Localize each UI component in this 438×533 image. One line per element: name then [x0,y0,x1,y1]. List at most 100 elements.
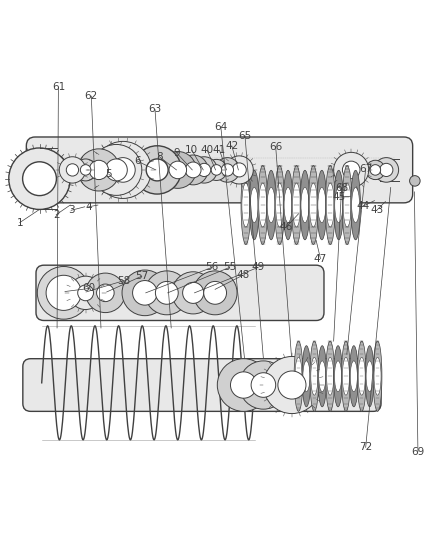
Circle shape [239,361,287,409]
Ellipse shape [342,166,351,245]
Circle shape [110,158,135,182]
Circle shape [193,271,237,315]
Ellipse shape [310,357,317,395]
Text: 43: 43 [369,205,382,215]
Ellipse shape [351,188,359,223]
Circle shape [277,371,305,399]
Ellipse shape [309,341,318,411]
Ellipse shape [249,170,258,240]
Ellipse shape [326,357,333,395]
Circle shape [373,158,398,182]
Text: 6: 6 [134,156,141,166]
Text: 4: 4 [85,202,92,212]
Ellipse shape [300,188,308,223]
Ellipse shape [341,341,350,411]
Ellipse shape [302,361,309,392]
Ellipse shape [357,357,364,395]
Ellipse shape [357,341,365,411]
Circle shape [94,141,151,198]
Circle shape [197,163,210,176]
Text: 62: 62 [85,91,98,101]
Circle shape [251,373,275,397]
Circle shape [66,164,78,176]
Circle shape [409,176,419,186]
Text: 42: 42 [225,141,238,151]
Text: 2: 2 [53,209,60,220]
Circle shape [155,281,178,304]
Circle shape [182,282,203,303]
Ellipse shape [325,166,334,245]
Circle shape [211,165,221,175]
Circle shape [133,146,181,194]
Circle shape [203,281,226,304]
Circle shape [122,270,167,316]
Circle shape [185,162,201,178]
Circle shape [342,161,359,179]
Text: 48: 48 [236,270,249,280]
Ellipse shape [343,183,350,227]
Ellipse shape [266,170,276,240]
Ellipse shape [300,170,309,240]
Circle shape [230,372,256,398]
Circle shape [22,162,56,196]
Circle shape [91,144,141,196]
Ellipse shape [350,361,357,392]
Ellipse shape [316,170,326,240]
Text: 61: 61 [52,83,65,92]
FancyBboxPatch shape [23,359,380,411]
Circle shape [69,276,102,310]
Ellipse shape [294,357,301,395]
Text: 64: 64 [214,122,227,132]
Text: 45: 45 [332,192,345,202]
Circle shape [74,159,96,181]
Text: 57: 57 [135,271,148,281]
Ellipse shape [334,188,342,223]
Circle shape [205,159,226,181]
Ellipse shape [275,183,283,227]
Circle shape [379,163,392,176]
Text: 44: 44 [356,201,369,211]
Circle shape [59,157,85,183]
Circle shape [89,160,108,180]
Ellipse shape [365,361,372,392]
Text: 49: 49 [251,262,264,272]
Text: 63: 63 [148,104,161,115]
Ellipse shape [317,346,326,407]
Circle shape [146,159,168,181]
Text: 55: 55 [223,262,236,272]
Ellipse shape [333,346,342,407]
Text: 40: 40 [200,145,213,155]
Circle shape [217,359,269,411]
Circle shape [221,164,233,176]
Circle shape [263,357,320,414]
Circle shape [145,271,188,315]
Text: 66: 66 [268,142,282,152]
Circle shape [9,148,70,209]
Ellipse shape [291,166,300,245]
Circle shape [215,158,239,182]
Circle shape [365,160,384,180]
FancyBboxPatch shape [26,137,412,203]
Ellipse shape [257,166,267,245]
Ellipse shape [373,357,380,395]
Ellipse shape [250,188,258,223]
Circle shape [78,149,120,191]
Circle shape [225,156,253,184]
Circle shape [232,163,246,177]
Ellipse shape [283,170,292,240]
Text: 60: 60 [82,284,95,294]
Ellipse shape [301,346,310,407]
Text: 47: 47 [313,254,326,264]
Ellipse shape [349,346,357,407]
Text: 1: 1 [16,217,23,228]
Circle shape [46,275,81,310]
Ellipse shape [350,170,360,240]
Circle shape [169,161,186,179]
Text: 9: 9 [173,148,180,158]
Circle shape [178,155,208,185]
Ellipse shape [325,183,333,227]
Text: 5: 5 [105,169,112,179]
Ellipse shape [258,183,266,227]
Circle shape [85,273,125,312]
Text: 56: 56 [205,262,218,272]
